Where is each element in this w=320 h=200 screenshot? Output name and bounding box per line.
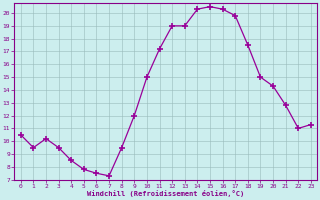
- X-axis label: Windchill (Refroidissement éolien,°C): Windchill (Refroidissement éolien,°C): [87, 190, 244, 197]
